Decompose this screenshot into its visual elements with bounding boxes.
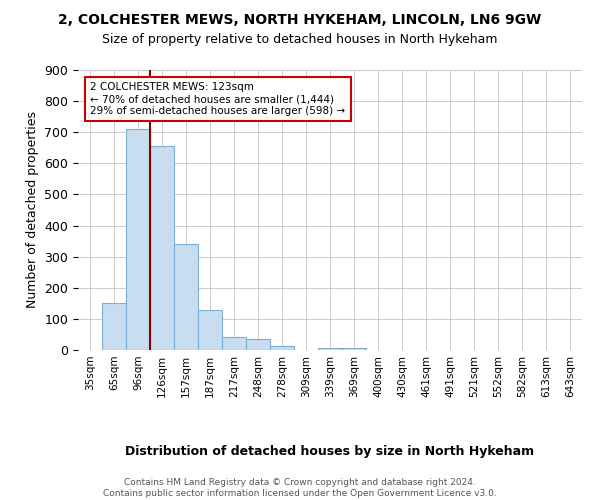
- Bar: [126, 129, 150, 350]
- Bar: [342, 348, 366, 350]
- Bar: [318, 348, 342, 350]
- Bar: [198, 310, 222, 350]
- Bar: [246, 339, 270, 350]
- Bar: [102, 304, 126, 350]
- Bar: [150, 146, 174, 350]
- Text: 2 COLCHESTER MEWS: 123sqm
← 70% of detached houses are smaller (1,444)
29% of se: 2 COLCHESTER MEWS: 123sqm ← 70% of detac…: [90, 82, 346, 116]
- Text: Distribution of detached houses by size in North Hykeham: Distribution of detached houses by size …: [125, 445, 535, 458]
- Text: Size of property relative to detached houses in North Hykeham: Size of property relative to detached ho…: [102, 32, 498, 46]
- Bar: [174, 244, 198, 350]
- Text: Contains HM Land Registry data © Crown copyright and database right 2024.
Contai: Contains HM Land Registry data © Crown c…: [103, 478, 497, 498]
- Y-axis label: Number of detached properties: Number of detached properties: [26, 112, 39, 308]
- Bar: [222, 337, 246, 350]
- Text: 2, COLCHESTER MEWS, NORTH HYKEHAM, LINCOLN, LN6 9GW: 2, COLCHESTER MEWS, NORTH HYKEHAM, LINCO…: [58, 12, 542, 26]
- Bar: [270, 346, 294, 350]
